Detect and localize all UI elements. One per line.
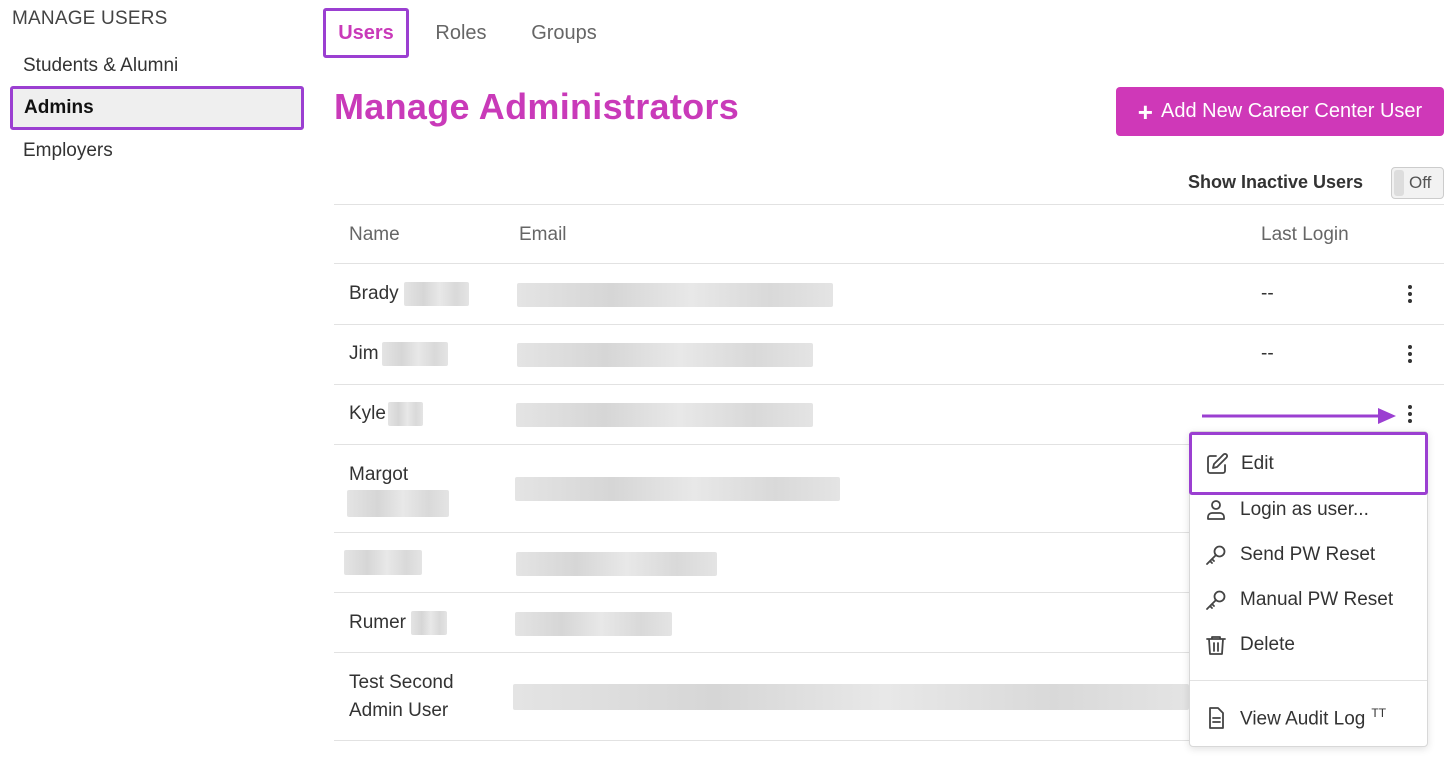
menu-item-send-pw-reset[interactable]: Send PW Reset	[1190, 533, 1429, 577]
row-divider	[334, 324, 1444, 325]
add-user-button-label: Add New Career Center User	[1160, 100, 1423, 122]
row-divider	[334, 384, 1444, 385]
menu-item-label: Delete	[1240, 634, 1295, 655]
toggle-state-text: Off	[1409, 173, 1432, 192]
page-title: Manage Administrators	[334, 86, 740, 127]
show-inactive-label: Show Inactive Users	[1188, 172, 1364, 192]
menu-item-label: Manual PW Reset	[1240, 589, 1394, 610]
redacted-email	[513, 684, 1189, 710]
last-login: --	[1261, 343, 1274, 364]
column-header-name: Name	[349, 224, 400, 245]
menu-item-label: Edit	[1241, 452, 1274, 474]
menu-item-label: View Audit Log TT	[1240, 706, 1386, 730]
user-name: Rumer	[349, 612, 407, 633]
user-name: Test Second	[349, 672, 454, 693]
tab-groups[interactable]: Groups	[531, 21, 597, 44]
tab-users[interactable]: Users	[323, 8, 409, 58]
row-actions-icon[interactable]	[1400, 402, 1420, 426]
show-inactive-toggle[interactable]: Off	[1391, 167, 1444, 199]
row-divider	[334, 652, 1189, 653]
user-name: Jim	[349, 343, 379, 364]
user-name: Kyle	[349, 403, 386, 424]
last-login: --	[1261, 283, 1274, 304]
row-actions-menu: Edit Login as user... Send PW Reset Manu…	[1189, 431, 1428, 747]
user-name: Brady	[349, 283, 399, 304]
trash-icon	[1206, 636, 1226, 655]
document-icon	[1209, 707, 1224, 729]
redacted-name	[344, 550, 422, 575]
redacted-email	[515, 612, 672, 636]
menu-item-label-text: View Audit Log	[1240, 708, 1366, 730]
sidebar-item-label: Admins	[24, 97, 94, 118]
redacted-email	[517, 343, 813, 367]
column-header-last-login: Last Login	[1261, 224, 1349, 245]
row-actions-icon[interactable]	[1400, 342, 1420, 366]
menu-item-login-as-user[interactable]: Login as user...	[1190, 488, 1429, 532]
menu-item-label: Send PW Reset	[1240, 544, 1376, 565]
redacted-email	[516, 403, 813, 427]
menu-item-edit[interactable]: Edit	[1189, 432, 1428, 495]
toggle-knob	[1394, 170, 1404, 196]
redacted-name	[347, 490, 449, 517]
sidebar-item-students-alumni[interactable]: Students & Alumni	[10, 44, 304, 88]
row-divider	[334, 444, 1189, 445]
sidebar-item-label: Students & Alumni	[23, 55, 179, 76]
sidebar-item-admins[interactable]: Admins	[10, 86, 304, 130]
plus-icon: +	[1137, 96, 1153, 127]
table-top-border	[334, 204, 1444, 205]
menu-item-label: Login as user...	[1240, 499, 1369, 520]
sidebar-item-employers[interactable]: Employers	[10, 129, 304, 173]
sidebar-title: MANAGE USERS	[12, 8, 168, 29]
edit-icon	[1207, 452, 1228, 474]
user-icon	[1207, 500, 1225, 520]
menu-item-manual-pw-reset[interactable]: Manual PW Reset	[1190, 578, 1429, 622]
redacted-name	[382, 342, 448, 366]
pointer-arrow-icon	[1202, 408, 1396, 424]
redacted-name	[404, 282, 469, 306]
key-icon	[1206, 590, 1226, 610]
menu-item-view-audit-log[interactable]: View Audit Log TT	[1190, 696, 1429, 740]
row-divider	[334, 592, 1189, 593]
column-header-email: Email	[519, 224, 567, 245]
row-divider	[334, 740, 1189, 741]
superscript-label: TT	[1371, 705, 1387, 720]
user-name: Margot	[349, 464, 409, 485]
redacted-name	[411, 611, 447, 635]
menu-item-delete[interactable]: Delete	[1190, 623, 1429, 667]
menu-separator	[1190, 680, 1427, 681]
redacted-name	[388, 402, 423, 426]
redacted-email	[517, 283, 833, 307]
add-user-button[interactable]: + Add New Career Center User	[1116, 87, 1444, 136]
tab-roles[interactable]: Roles	[435, 21, 487, 44]
redacted-email	[515, 477, 840, 501]
row-actions-icon[interactable]	[1400, 282, 1420, 306]
key-icon	[1206, 545, 1226, 565]
user-name-line2: Admin User	[349, 700, 449, 721]
redacted-email	[516, 552, 717, 576]
sidebar-item-label: Employers	[23, 140, 113, 161]
row-divider	[334, 532, 1189, 533]
header-divider	[334, 263, 1444, 264]
